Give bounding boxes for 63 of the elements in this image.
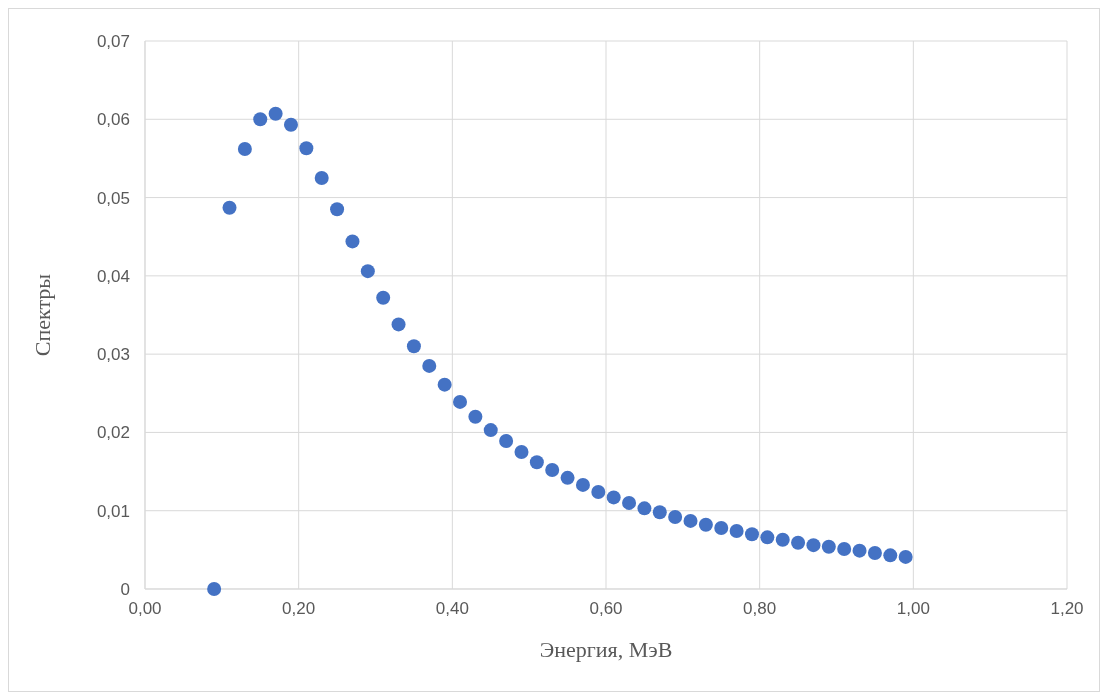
point bbox=[330, 202, 345, 217]
point bbox=[376, 290, 391, 305]
point bbox=[622, 495, 637, 510]
point bbox=[514, 445, 529, 459]
point bbox=[591, 484, 606, 499]
x-tick-label: 0,40 bbox=[435, 599, 469, 618]
point bbox=[222, 200, 237, 215]
point bbox=[437, 377, 452, 392]
point bbox=[345, 234, 360, 249]
point bbox=[837, 542, 852, 557]
point bbox=[483, 423, 498, 438]
x-axis-title: Энергия, МэВ bbox=[539, 637, 673, 662]
y-axis-title: Спектры bbox=[30, 273, 55, 357]
y-tick-label: 0,01 bbox=[96, 501, 130, 521]
x-tick-label: 0,80 bbox=[743, 599, 777, 618]
y-tick-label: 0,04 bbox=[96, 266, 130, 286]
point bbox=[283, 117, 298, 132]
y-tick-label: 0,06 bbox=[96, 110, 130, 130]
point bbox=[683, 513, 698, 528]
x-tick-label: 1,00 bbox=[896, 599, 930, 618]
point bbox=[560, 470, 575, 485]
point bbox=[268, 106, 283, 121]
point bbox=[453, 394, 468, 409]
point bbox=[821, 539, 836, 554]
point bbox=[714, 520, 729, 535]
point bbox=[299, 141, 314, 156]
point bbox=[391, 317, 406, 332]
point bbox=[791, 535, 806, 550]
x-tick-label: 0,20 bbox=[282, 599, 316, 618]
point bbox=[744, 527, 759, 542]
x-tick-label: 1,20 bbox=[1050, 599, 1084, 618]
point bbox=[207, 582, 222, 596]
point bbox=[775, 532, 790, 547]
point bbox=[806, 538, 821, 553]
y-tick-label: 0,03 bbox=[96, 345, 130, 365]
point bbox=[406, 339, 421, 354]
point bbox=[652, 505, 667, 520]
y-tick-label: 0,07 bbox=[96, 32, 130, 51]
point bbox=[529, 455, 544, 470]
y-tick-label: 0,02 bbox=[96, 423, 130, 443]
point bbox=[360, 264, 375, 279]
point bbox=[606, 490, 621, 505]
x-tick-label: 0,60 bbox=[589, 599, 623, 618]
point bbox=[545, 463, 560, 478]
point bbox=[867, 545, 882, 560]
point bbox=[237, 142, 252, 157]
y-tick-label: 0 bbox=[120, 580, 130, 599]
point bbox=[698, 517, 713, 532]
point bbox=[499, 434, 514, 449]
x-tick-label: 0,00 bbox=[128, 599, 162, 618]
point bbox=[883, 548, 898, 563]
point bbox=[314, 171, 329, 185]
point bbox=[253, 112, 268, 127]
point bbox=[729, 524, 744, 539]
point bbox=[760, 530, 775, 545]
point bbox=[852, 543, 867, 558]
point bbox=[575, 477, 590, 492]
point bbox=[668, 509, 683, 524]
point bbox=[468, 409, 483, 424]
point bbox=[637, 501, 652, 516]
point bbox=[898, 549, 913, 564]
y-tick-label: 0,05 bbox=[96, 188, 130, 208]
point bbox=[422, 358, 437, 373]
